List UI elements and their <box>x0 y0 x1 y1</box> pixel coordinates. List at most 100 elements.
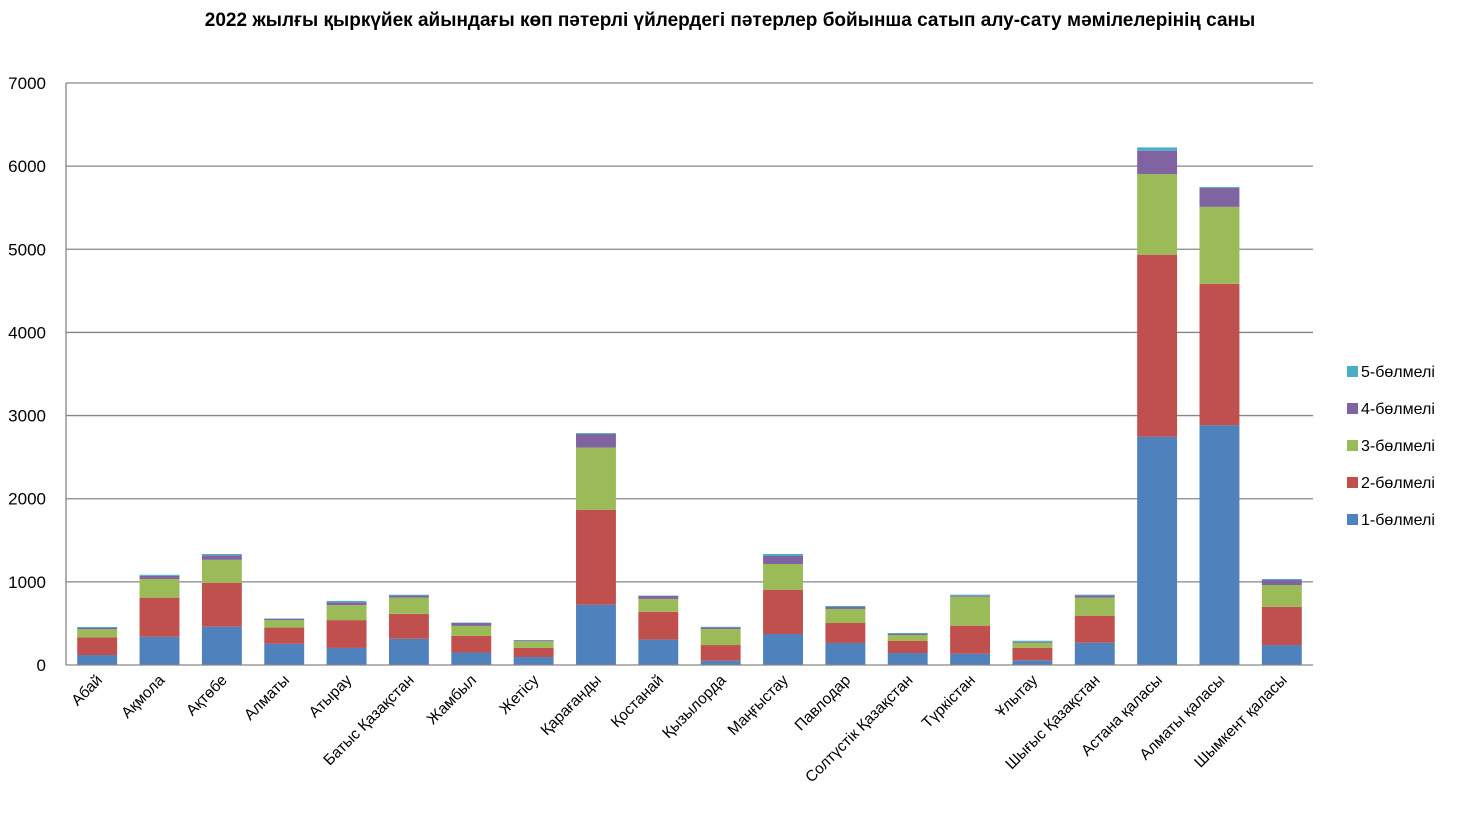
bar-stack <box>1199 186 1240 665</box>
bar-stack <box>825 605 866 665</box>
bar-segment <box>950 625 991 654</box>
bar-segment <box>77 637 118 656</box>
x-category-label: Жамбыл <box>424 672 480 728</box>
x-category-label: Ақтөбе <box>183 672 230 719</box>
legend-swatch <box>1347 440 1358 451</box>
bar-segment <box>1137 150 1178 175</box>
x-category-label: Абай <box>68 672 106 710</box>
bar-segment <box>139 574 180 576</box>
bar-segment <box>388 597 429 614</box>
x-category-label: Қарағанды <box>538 672 605 739</box>
bar-segment <box>201 555 242 560</box>
bar-segment <box>1137 436 1178 665</box>
bar-segment <box>825 608 866 624</box>
bar-segment <box>513 640 554 642</box>
bar-segment <box>139 597 180 637</box>
x-category-label: Жетісу <box>496 672 542 718</box>
bar-stack <box>1137 147 1178 665</box>
bar-segment <box>763 555 803 564</box>
legend: 5-бөлмелі 4-бөлмелі 3-бөлмелі 2-бөлмелі 1-бө… <box>1347 364 1435 529</box>
bar-segment <box>700 627 741 629</box>
x-category-label: Қостанай <box>608 672 667 731</box>
bar-stack <box>638 595 679 665</box>
bar-segment <box>139 575 180 579</box>
bar-segment <box>1261 579 1302 581</box>
bar-segment <box>576 433 616 448</box>
bar-segment <box>763 563 803 591</box>
x-category-label: Алматы <box>241 672 293 724</box>
bar-segment <box>1137 174 1178 255</box>
legend-swatch <box>1347 477 1358 488</box>
bar-stack <box>513 640 554 665</box>
y-tick-label: 7000 <box>8 74 46 93</box>
bar-segment <box>451 625 492 636</box>
bar-segment <box>513 647 554 658</box>
bar-segment <box>326 602 367 606</box>
chart-title: 2022 жылғы қыркүйек айындағы көп пәтерлі… <box>204 10 1256 31</box>
legend-swatch <box>1347 514 1358 525</box>
bar-segment <box>264 643 305 665</box>
bar-segment <box>887 633 928 635</box>
legend-item: 1-бөлмелі <box>1347 512 1435 529</box>
y-tick-label: 4000 <box>8 323 46 342</box>
legend-swatch <box>1347 366 1358 377</box>
bar-segment <box>763 590 803 634</box>
x-category-label: Атырау <box>306 672 356 722</box>
bar-segment <box>638 595 679 599</box>
bar-segment <box>201 626 242 665</box>
x-category-label: Солтүстік Қазақстан <box>802 672 916 786</box>
bar-segment <box>513 641 554 648</box>
bar-stack <box>763 554 803 665</box>
bar-segment <box>950 595 991 597</box>
bar-segment <box>576 509 616 605</box>
y-tick-label: 5000 <box>8 240 46 259</box>
bar-stack <box>1261 579 1302 665</box>
y-tick-label: 6000 <box>8 157 46 176</box>
bar-segment <box>77 629 118 638</box>
bar-segment <box>1261 580 1302 586</box>
bar-segment <box>825 623 866 643</box>
bar-segment <box>638 611 679 640</box>
bar-segment <box>388 613 429 639</box>
bar-segment <box>1199 283 1240 426</box>
bar-stack <box>1012 640 1053 665</box>
bar-segment <box>326 647 367 665</box>
bar-segment <box>1074 595 1115 598</box>
y-axis-tick-labels: 0 1000 2000 3000 4000 5000 6000 7000 <box>8 74 46 675</box>
bar-segment <box>264 618 305 621</box>
bar-segment <box>825 605 866 607</box>
bar-segment <box>1074 642 1115 665</box>
bar-segment <box>576 433 616 434</box>
bar-segment <box>576 447 616 510</box>
bar-segment <box>700 660 741 665</box>
bar-segment <box>1137 254 1178 437</box>
x-category-label: Түркістан <box>919 672 979 732</box>
bar-segment <box>1261 606 1302 646</box>
bar-stack <box>77 627 118 665</box>
bar-segment <box>763 554 803 556</box>
bar-segment <box>1074 615 1115 643</box>
bar-segment <box>1012 640 1053 642</box>
bar-segment <box>887 640 928 654</box>
bars <box>77 147 1302 665</box>
bar-segment <box>825 606 866 609</box>
bar-segment <box>451 635 492 653</box>
bar-segment <box>887 632 928 634</box>
legend-label: 2-бөлмелі <box>1361 475 1435 492</box>
bar-segment <box>139 578 180 598</box>
bar-stack <box>950 594 991 665</box>
bar-segment <box>950 596 991 626</box>
bar-segment <box>1012 647 1053 661</box>
legend-swatch <box>1347 403 1358 414</box>
bar-segment <box>77 627 118 629</box>
legend-label: 3-бөлмелі <box>1361 438 1435 455</box>
bar-segment <box>513 657 554 665</box>
bar-stack <box>451 622 492 665</box>
bar-stack <box>326 600 367 665</box>
bar-segment <box>825 642 866 665</box>
bar-segment <box>1199 425 1240 665</box>
bar-segment <box>950 653 991 665</box>
bar-segment <box>700 626 741 628</box>
bar-segment <box>1074 597 1115 616</box>
